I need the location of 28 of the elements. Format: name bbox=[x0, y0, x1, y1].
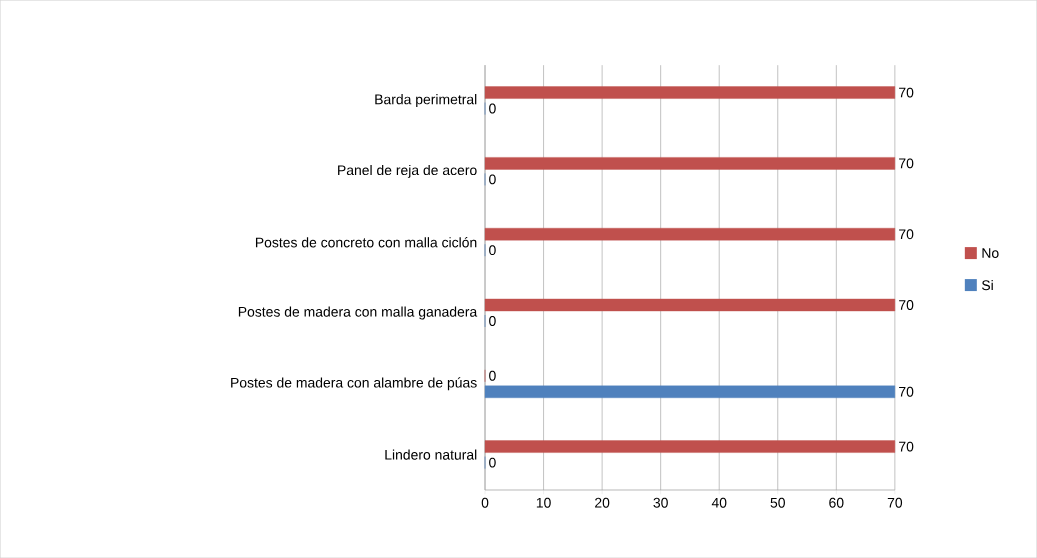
x-tick-label: 50 bbox=[770, 497, 785, 508]
y-tick-label: Barda perimetral bbox=[375, 93, 477, 107]
y-tick-label: Lindero natural bbox=[385, 449, 477, 460]
x-tick-label: 60 bbox=[829, 497, 844, 508]
data-label: 70 bbox=[899, 87, 914, 98]
y-tick-label: Postes de madera con alambre de púas bbox=[231, 377, 477, 391]
data-label: 0 bbox=[489, 315, 496, 326]
legend-label: Si bbox=[981, 279, 993, 291]
data-label: 0 bbox=[489, 457, 496, 468]
y-tick-label: Postes de madera con malla ganadera bbox=[238, 306, 478, 320]
data-label: 0 bbox=[489, 103, 496, 114]
y-tick-label: Postes de concreto con malla ciclón bbox=[255, 236, 477, 248]
x-tick-label: 40 bbox=[711, 497, 727, 508]
data-label: 70 bbox=[899, 441, 914, 452]
data-label: 70 bbox=[899, 386, 914, 397]
data-label: 0 bbox=[489, 370, 496, 381]
x-tick-label: 30 bbox=[653, 497, 668, 508]
x-tick-label: 70 bbox=[887, 497, 903, 508]
legend-label: No bbox=[982, 248, 999, 258]
data-label: 70 bbox=[899, 229, 914, 240]
x-tick-label: 20 bbox=[595, 497, 610, 508]
x-tick-label: 0 bbox=[481, 497, 489, 508]
data-label: 0 bbox=[489, 174, 496, 185]
y-tick-label: Panel de reja de acero bbox=[338, 164, 477, 178]
data-label: 0 bbox=[489, 245, 496, 256]
x-tick-label: 10 bbox=[536, 497, 551, 508]
data-label: 70 bbox=[899, 299, 914, 310]
data-label: 70 bbox=[899, 158, 914, 169]
